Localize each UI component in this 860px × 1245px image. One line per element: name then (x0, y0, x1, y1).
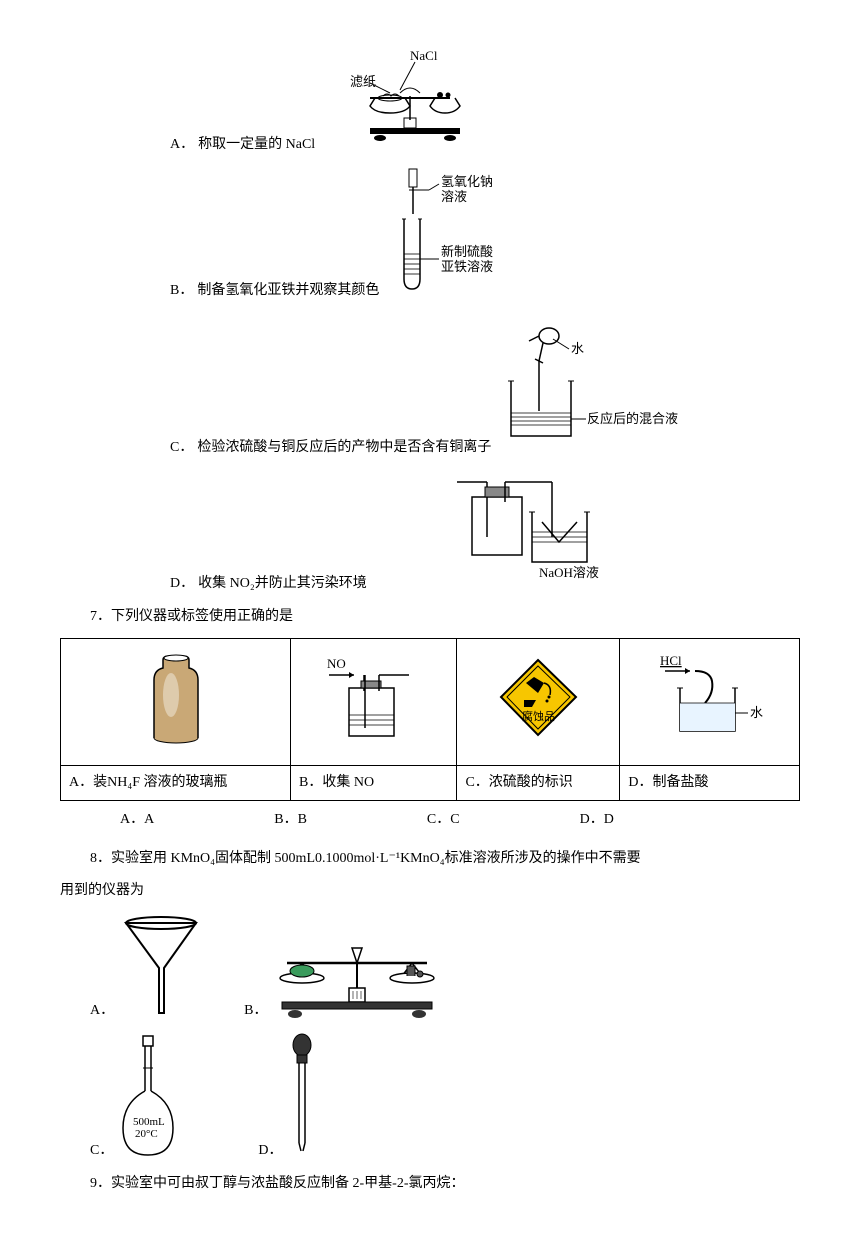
q6-b-text: 制备氢氧化亚铁并观察其颜色 (197, 280, 379, 302)
balance-icon (267, 928, 447, 1023)
water-label-c: 水 (571, 341, 584, 356)
q6-a-text: 称取一定量的 NaCl (198, 134, 315, 156)
q6-d-text: 收集 NO₂并防止其污染环境 (198, 573, 367, 595)
q7-choice-b: B．B (274, 809, 307, 831)
q8-row2: C． 500mL 20°C D． (90, 1033, 800, 1163)
flask-vol: 500mL (133, 1116, 165, 1128)
q6-d-label: D． (170, 573, 194, 595)
feso4-label1: 新制硫酸 (441, 244, 493, 259)
q7-table: NO 腐蚀品 (60, 638, 800, 801)
q8-stem1: 8．实验室用 KMnO₄固体配制 500mL0.1000mol·L⁻¹KMnO₄… (90, 848, 800, 870)
filter-paper-label: 滤纸 (350, 74, 376, 89)
q8-stem2: 用到的仪器为 (60, 880, 800, 902)
q6-c-label: C． (170, 437, 193, 459)
balance-diagram: NaCl 滤纸 (315, 48, 475, 156)
naoh-label1: 氢氧化钠 (441, 174, 493, 189)
q7-desc-c: C．浓硫酸的标识 (457, 765, 620, 800)
q8-opt-d: D． (258, 1140, 282, 1162)
mixture-label: 反应后的混合液 (587, 411, 678, 426)
corrosive-label: 腐蚀品 (522, 709, 555, 723)
q7-choices: A．A B．B C．C D．D (120, 809, 800, 831)
q7-desc-a: A．装NH₄F 溶液的玻璃瓶 (61, 765, 291, 800)
feso4-label2: 亚铁溶液 (441, 259, 493, 274)
q8-row1: A． B． (90, 913, 800, 1023)
q8-opt-b: B． (244, 1000, 267, 1022)
q6-option-a: A． 称取一定量的 NaCl NaCl 滤纸 (170, 48, 800, 156)
water-label-d: 水 (750, 705, 763, 720)
q9-stem: 9．实验室中可由叔丁醇与浓盐酸反应制备 2-甲基-2-氯丙烷： (90, 1173, 800, 1195)
funnel-icon (114, 913, 204, 1023)
q7-stem: 7．下列仪器或标签使用正确的是 (90, 606, 800, 628)
q8-opt-c: C． (90, 1140, 113, 1162)
q7-choice-c: C．C (427, 809, 460, 831)
q6-option-d: D． 收集 NO₂并防止其污染环境 NaOH溶液 (170, 467, 800, 595)
q7-desc-b: B．收集 NO (291, 765, 457, 800)
q7-desc-d: D．制备盐酸 (620, 765, 800, 800)
q6-c-text: 检验浓硫酸与铜反应后的产物中是否含有铜离子 (197, 437, 491, 459)
no-label: NO (327, 656, 346, 671)
beaker-funnel-diagram: 水 反应后的混合液 (491, 311, 681, 459)
q6-a-label: A． (170, 134, 194, 156)
q7-choice-a: A．A (120, 809, 154, 831)
volumetric-flask-icon: 500mL 20°C (113, 1033, 183, 1163)
q8-opt-a: A． (90, 1000, 114, 1022)
q7-cell-a-img (61, 638, 291, 765)
gas-collection-diagram: NaOH溶液 (447, 467, 647, 595)
q6-option-b: B． 制备氢氧化亚铁并观察其颜色 氢氧化钠 溶液 新制硫酸 亚铁溶液 (170, 164, 800, 302)
flask-temp: 20°C (135, 1128, 158, 1140)
q7-choice-d: D．D (580, 809, 614, 831)
q6-b-label: B． (170, 280, 193, 302)
q7-cell-b-img: NO (291, 638, 457, 765)
q7-cell-d-img: HCl 水 (620, 638, 800, 765)
naoh-sol-label: NaOH溶液 (539, 565, 599, 580)
q6-option-c: C． 检验浓硫酸与铜反应后的产物中是否含有铜离子 水 反应后的混合液 (170, 311, 800, 459)
testtube-diagram: 氢氧化钠 溶液 新制硫酸 亚铁溶液 (379, 164, 529, 302)
naoh-label2: 溶液 (441, 189, 467, 204)
hcl-label: HCl (660, 653, 682, 668)
nacl-label: NaCl (410, 48, 438, 63)
q7-cell-c-img: 腐蚀品 (457, 638, 620, 765)
dropper-icon (282, 1033, 322, 1163)
